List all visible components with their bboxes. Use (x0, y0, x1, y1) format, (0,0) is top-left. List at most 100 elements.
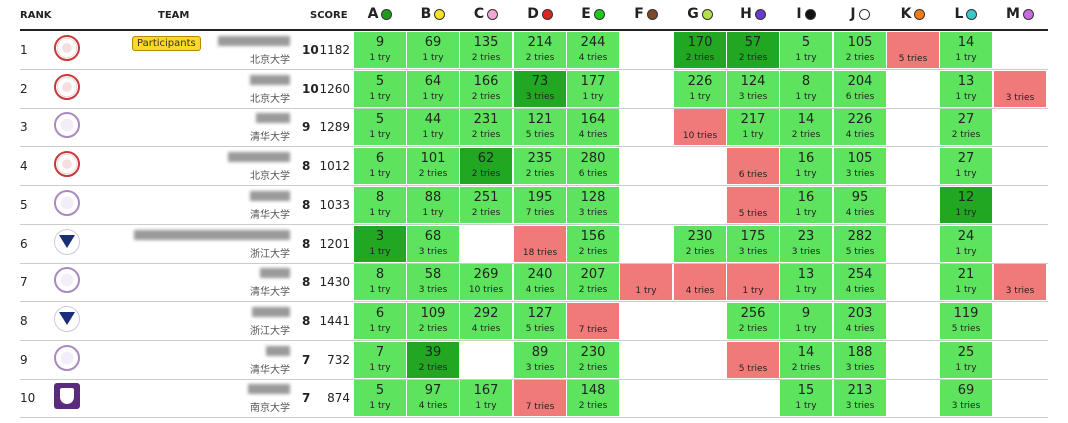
problem-cell-c[interactable]: 135 2 tries (460, 32, 512, 68)
problem-cell-l[interactable]: 21 1 try (940, 264, 992, 301)
problem-cell-j[interactable]: 105 3 tries (834, 148, 886, 185)
problem-cell-b[interactable]: 68 3 tries (407, 225, 459, 262)
problem-header-l[interactable]: L (940, 3, 992, 25)
team-row[interactable]: 6 浙江大学 8 1201 3 1 try 68 3 tries 18 tries 156 2 tr… (0, 225, 1068, 264)
problem-cell-k[interactable]: 5 tries (887, 32, 939, 68)
problem-cell-j[interactable]: 226 4 tries (834, 109, 886, 146)
problem-cell-g[interactable]: 230 2 tries (674, 225, 726, 262)
problem-cell-l[interactable]: 12 1 try (940, 186, 992, 223)
problem-cell-d[interactable]: 121 5 tries (514, 109, 566, 146)
problem-cell-c[interactable]: 269 10 tries (460, 264, 512, 301)
problem-cell-d[interactable]: 89 3 tries (514, 341, 566, 378)
problem-cell-b[interactable]: 64 1 try (407, 70, 459, 107)
problem-cell-l[interactable]: 24 1 try (940, 225, 992, 262)
problem-cell-c[interactable]: 166 2 tries (460, 70, 512, 107)
problem-cell-l[interactable]: 13 1 try (940, 70, 992, 107)
problem-cell-j[interactable]: 95 4 tries (834, 186, 886, 223)
problem-cell-i[interactable]: 23 3 tries (780, 225, 832, 262)
problem-cell-l[interactable]: 27 2 tries (940, 109, 992, 146)
problem-cell-l[interactable]: 14 1 try (940, 32, 992, 68)
problem-cell-d[interactable]: 240 4 tries (514, 264, 566, 301)
team-name-redacted[interactable] (250, 74, 290, 85)
team-name-redacted[interactable] (248, 384, 290, 395)
problem-header-i[interactable]: I (780, 3, 832, 25)
problem-cell-d[interactable]: 214 2 tries (514, 32, 566, 68)
problem-cell-a[interactable]: 3 1 try (354, 225, 406, 262)
problem-cell-j[interactable]: 282 5 tries (834, 225, 886, 262)
problem-cell-l[interactable]: 25 1 try (940, 341, 992, 378)
problem-cell-b[interactable]: 88 1 try (407, 186, 459, 223)
team-name-redacted[interactable] (250, 190, 290, 201)
problem-cell-i[interactable]: 13 1 try (780, 264, 832, 301)
problem-cell-c[interactable]: 251 2 tries (460, 186, 512, 223)
problem-cell-h[interactable]: 5 tries (727, 341, 779, 378)
problem-cell-g[interactable]: 10 tries (674, 109, 726, 146)
problem-cell-c[interactable]: 167 1 try (460, 380, 512, 417)
problem-cell-a[interactable]: 7 1 try (354, 341, 406, 378)
problem-cell-b[interactable]: 97 4 tries (407, 380, 459, 417)
problem-cell-e[interactable]: 244 4 tries (567, 32, 619, 68)
team-name-redacted[interactable] (134, 229, 290, 240)
problem-cell-b[interactable]: 101 2 tries (407, 148, 459, 185)
team-name-redacted[interactable] (256, 113, 290, 124)
problem-cell-d[interactable]: 195 7 tries (514, 186, 566, 223)
problem-cell-h[interactable]: 1 try (727, 264, 779, 301)
problem-cell-i[interactable]: 16 1 try (780, 148, 832, 185)
problem-cell-d[interactable]: 18 tries (514, 225, 566, 262)
problem-cell-e[interactable]: 156 2 tries (567, 225, 619, 262)
problem-cell-j[interactable]: 105 2 tries (834, 32, 886, 68)
problem-header-g[interactable]: G (674, 3, 726, 25)
problem-header-a[interactable]: A (354, 3, 406, 25)
problem-cell-e[interactable]: 280 6 tries (567, 148, 619, 185)
problem-cell-c[interactable]: 292 4 tries (460, 302, 512, 339)
problem-cell-m[interactable]: 3 tries (994, 70, 1046, 107)
problem-cell-a[interactable]: 5 1 try (354, 109, 406, 146)
problem-cell-h[interactable]: 6 tries (727, 148, 779, 185)
problem-cell-a[interactable]: 5 1 try (354, 380, 406, 417)
problem-cell-d[interactable]: 235 2 tries (514, 148, 566, 185)
problem-cell-h[interactable]: 5 tries (727, 186, 779, 223)
problem-cell-b[interactable]: 58 3 tries (407, 264, 459, 301)
team-name-redacted[interactable] (252, 306, 290, 317)
team-row[interactable]: 9 清华大学 7 732 7 1 try 39 2 tries 89 3 tries 230 2 tr… (0, 341, 1068, 380)
team-row[interactable]: 2 北京大学 10 1260 5 1 try 64 1 try 166 2 tries 73 3 tr… (0, 70, 1068, 109)
problem-header-k[interactable]: K (887, 3, 939, 25)
problem-cell-a[interactable]: 9 1 try (354, 32, 406, 68)
problem-header-e[interactable]: E (567, 3, 619, 25)
problem-cell-i[interactable]: 15 1 try (780, 380, 832, 417)
problem-cell-h[interactable]: 57 2 tries (727, 32, 779, 68)
problem-cell-j[interactable]: 213 3 tries (834, 380, 886, 417)
team-name-redacted[interactable] (218, 36, 290, 46)
problem-cell-b[interactable]: 39 2 tries (407, 341, 459, 378)
team-row[interactable]: 3 清华大学 9 1289 5 1 try 44 1 try 231 2 tries 121 5 tr… (0, 108, 1068, 148)
problem-cell-l[interactable]: 119 5 tries (940, 302, 992, 339)
team-row[interactable]: 10 南京大学 7 874 5 1 try 97 4 tries 167 1 try 7 tries… (0, 379, 1068, 419)
problem-header-d[interactable]: D (514, 3, 566, 25)
problem-cell-j[interactable]: 204 6 tries (834, 70, 886, 107)
problem-cell-m[interactable]: 3 tries (994, 264, 1046, 301)
problem-header-f[interactable]: F (620, 3, 672, 25)
problem-cell-h[interactable]: 124 3 tries (727, 70, 779, 107)
problem-cell-l[interactable]: 69 3 tries (940, 380, 992, 417)
team-row[interactable]: 5 清华大学 8 1033 8 1 try 88 1 try 251 2 tries 195 7 tr… (0, 186, 1068, 225)
problem-cell-f[interactable]: 1 try (620, 264, 672, 301)
problem-cell-e[interactable]: 230 2 tries (567, 341, 619, 378)
problem-cell-g[interactable]: 226 1 try (674, 70, 726, 107)
problem-cell-a[interactable]: 6 1 try (354, 148, 406, 185)
problem-cell-c[interactable]: 62 2 tries (460, 148, 512, 185)
problem-cell-i[interactable]: 5 1 try (780, 32, 832, 68)
problem-cell-a[interactable]: 8 1 try (354, 186, 406, 223)
problem-cell-b[interactable]: 69 1 try (407, 32, 459, 68)
problem-cell-a[interactable]: 8 1 try (354, 264, 406, 301)
problem-cell-e[interactable]: 164 4 tries (567, 109, 619, 146)
problem-cell-g[interactable]: 4 tries (674, 264, 726, 301)
team-name-redacted[interactable] (228, 152, 290, 163)
problem-header-b[interactable]: B (407, 3, 459, 25)
problem-cell-a[interactable]: 6 1 try (354, 302, 406, 339)
problem-cell-h[interactable]: 175 3 tries (727, 225, 779, 262)
problem-cell-e[interactable]: 148 2 tries (567, 380, 619, 417)
problem-cell-e[interactable]: 7 tries (567, 302, 619, 339)
problem-cell-d[interactable]: 7 tries (514, 380, 566, 417)
team-row[interactable]: 8 浙江大学 8 1441 6 1 try 109 2 tries 292 4 tries 127 5… (0, 302, 1068, 341)
team-row[interactable]: 7 清华大学 8 1430 8 1 try 58 3 tries 269 10 tries 240 4… (0, 263, 1068, 303)
